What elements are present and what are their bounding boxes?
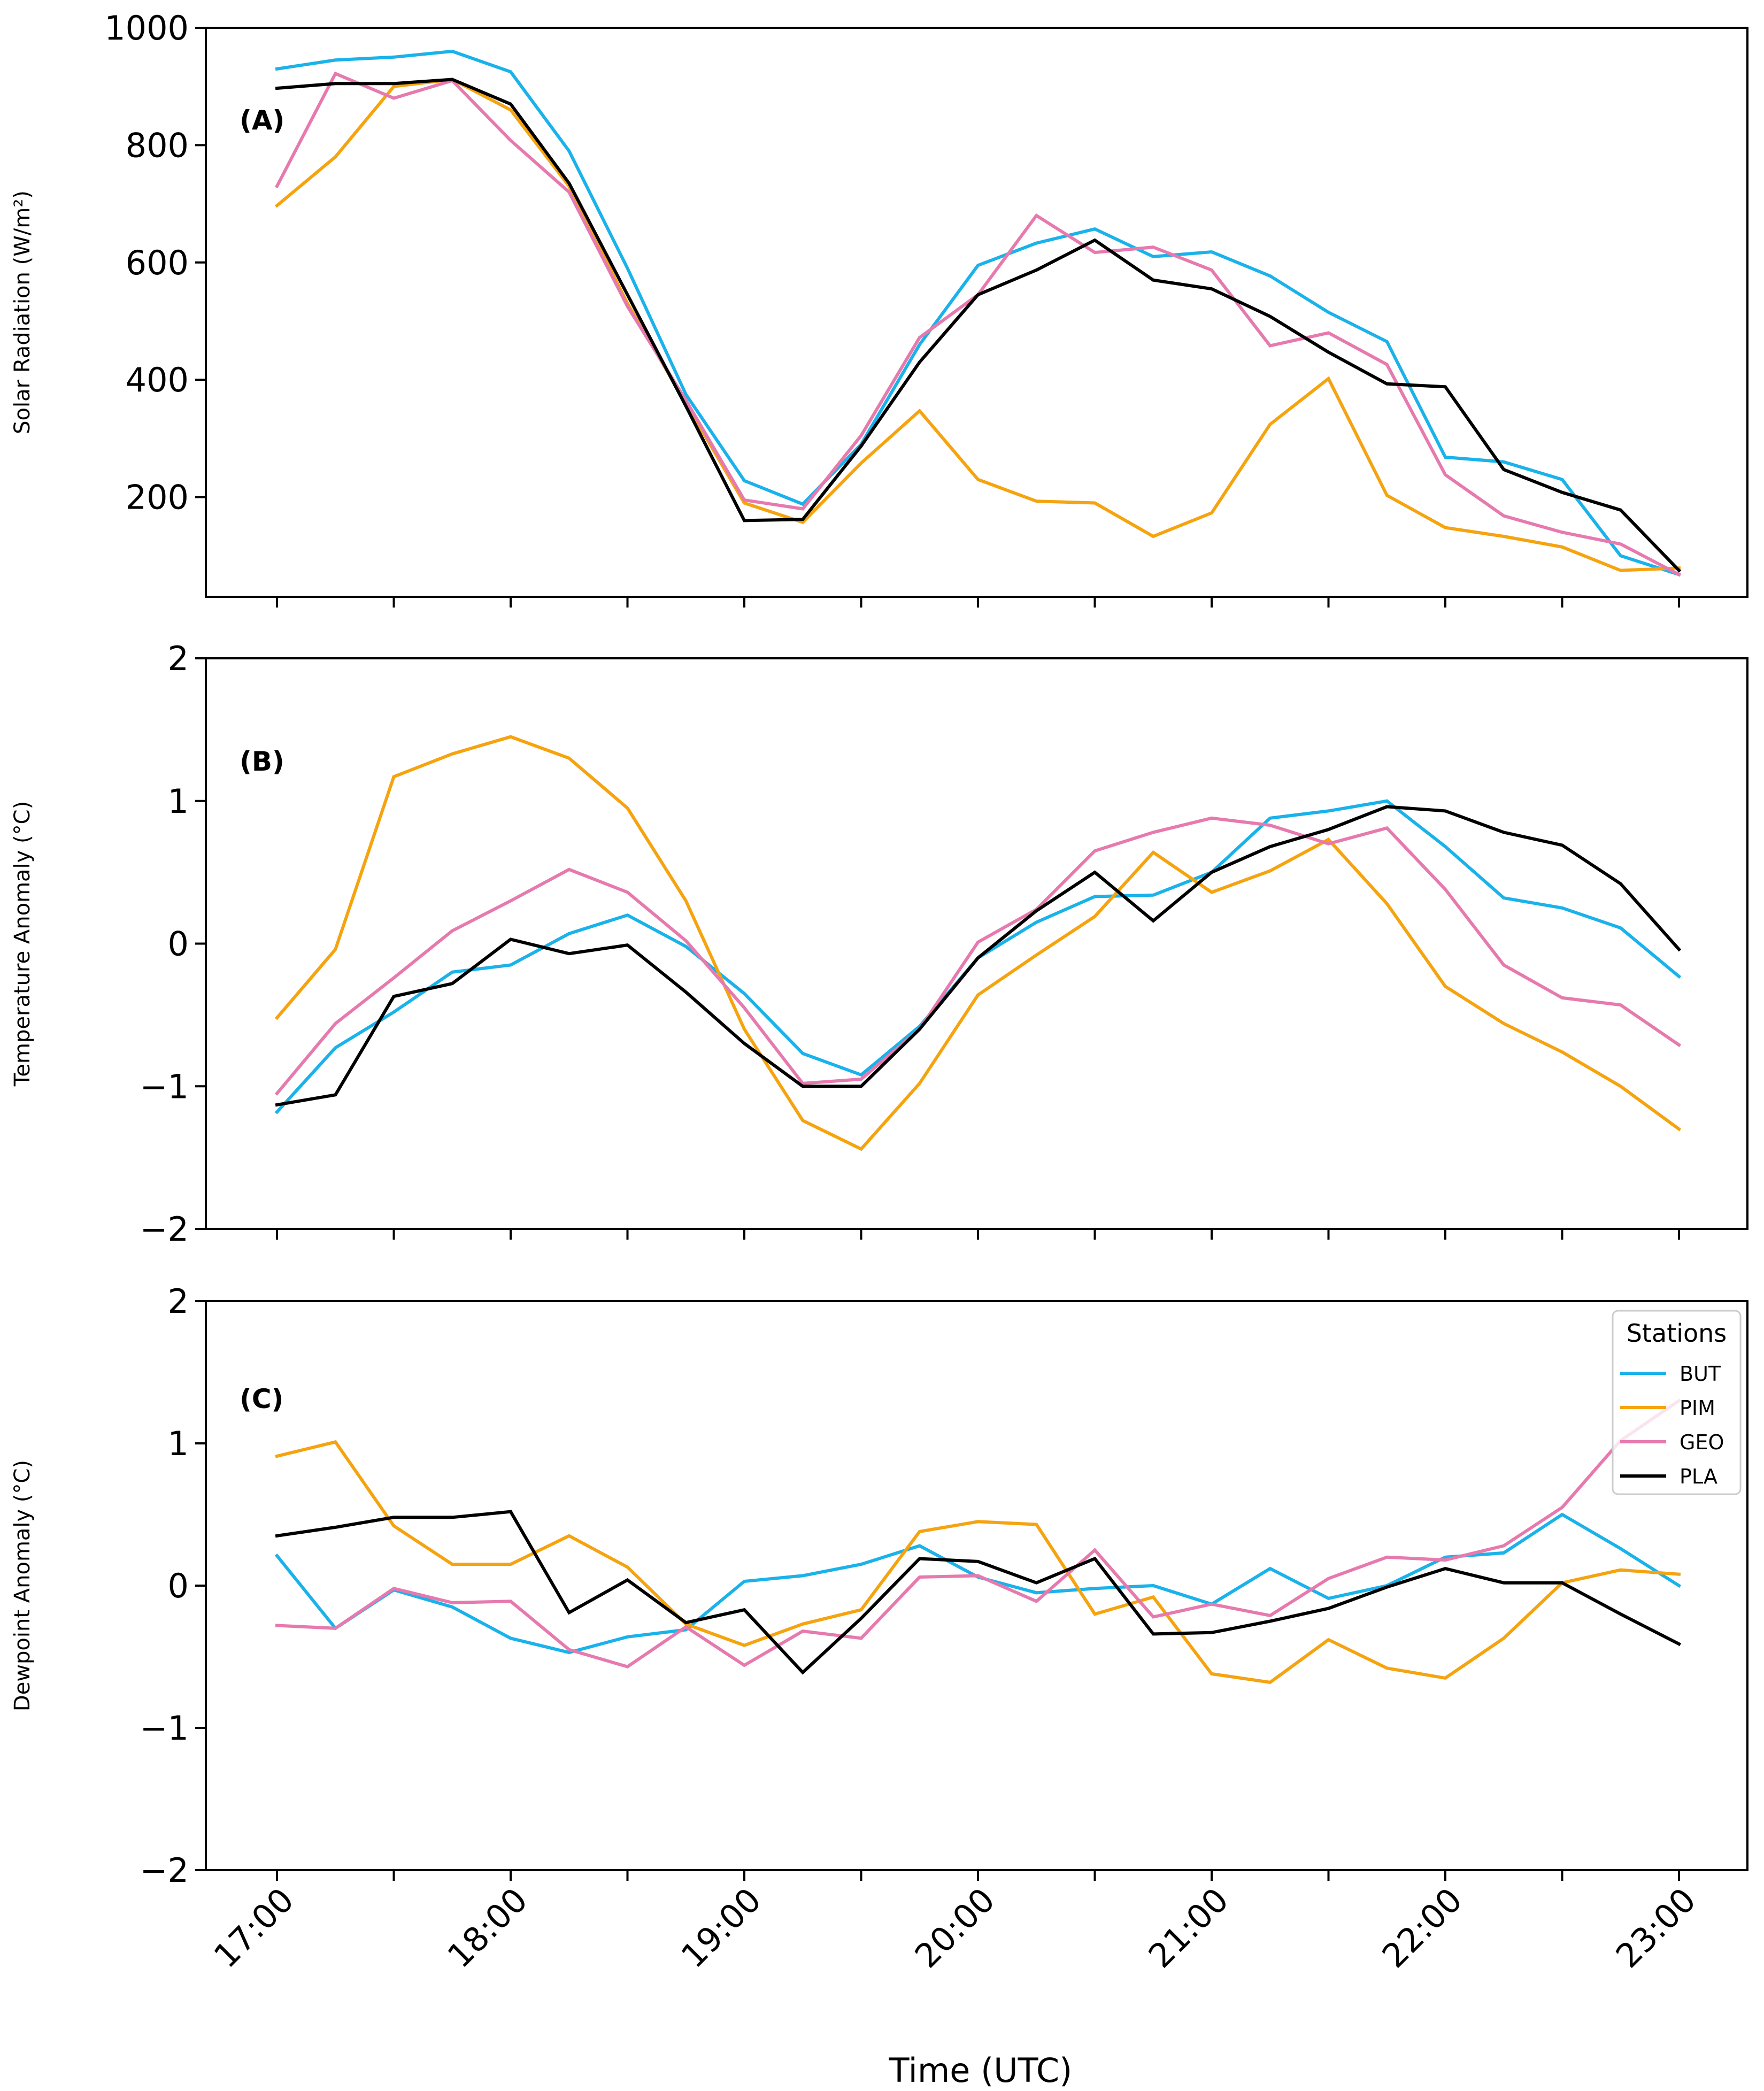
x-tick-label: 18:00 <box>440 1880 535 1975</box>
y-tick-label: 800 <box>126 126 189 165</box>
x-tick-label: 21:00 <box>1141 1880 1236 1975</box>
y-tick-label: 400 <box>126 360 189 399</box>
series-line-pla <box>275 1510 1682 1675</box>
y-tick-label: 0 <box>168 925 189 964</box>
series-line-geo <box>274 71 1682 577</box>
y-tick-label: 2 <box>168 1282 189 1321</box>
panel-0: 200 400 600 800 1000 Solar Radiation (W/m²) (A… <box>10 9 1748 608</box>
series-line-pim <box>275 1440 1681 1685</box>
y-tick-label: 1 <box>168 1424 189 1463</box>
panel-label: (B) <box>240 746 284 777</box>
axes-frame <box>205 1300 1748 1871</box>
y-tick-label: 600 <box>126 243 189 282</box>
panel-label: (A) <box>240 105 284 136</box>
legend-entry: PLA <box>1680 1465 1717 1488</box>
series-line-geo <box>275 1398 1682 1669</box>
y-tick-label: 200 <box>126 478 189 517</box>
series-line-but <box>275 49 1681 577</box>
series-group <box>274 1398 1682 1685</box>
x-axis-label: Time (UTC) <box>889 2051 1073 2090</box>
y-tick-label: 2 <box>168 639 189 678</box>
legend-entry: BUT <box>1680 1362 1721 1386</box>
y-axis-label: Temperature Anomaly (°C) <box>10 801 35 1087</box>
series-line-pla <box>275 78 1682 573</box>
legend: Stations BUT PIM GEO PLA <box>1612 1310 1742 1495</box>
legend-entry: PIM <box>1680 1396 1715 1420</box>
y-tick-label: −1 <box>140 1067 189 1106</box>
x-tick-label: 22:00 <box>1375 1880 1470 1975</box>
panel-2: −2 −1 0 1 2 Dewpoint Anomaly (°C) (C) <box>10 1282 1748 1890</box>
series-group <box>274 735 1682 1151</box>
x-tick-label: 23:00 <box>1608 1880 1704 1975</box>
series-line-but <box>274 1512 1682 1655</box>
y-tick-label: 1 <box>168 782 189 821</box>
y-tick-label: −1 <box>140 1709 189 1748</box>
x-tick-label: 17:00 <box>206 1880 302 1975</box>
x-tick-label: 20:00 <box>907 1880 1003 1975</box>
axes-frame <box>205 27 1748 598</box>
legend-title: Stations <box>1627 1319 1727 1348</box>
y-tick-label: −2 <box>140 1210 189 1249</box>
panel-1: −2 −1 0 1 2 Temperature Anomaly (°C) (B) <box>10 639 1748 1249</box>
y-axis-label: Dewpoint Anomaly (°C) <box>10 1460 35 1711</box>
y-tick-label: 1000 <box>104 9 189 48</box>
y-axis-label: Solar Radiation (W/m²) <box>10 190 35 434</box>
y-tick-label: −2 <box>140 1851 189 1890</box>
series-line-geo <box>274 816 1682 1096</box>
y-tick-label: 0 <box>168 1566 189 1605</box>
series-line-pim <box>274 78 1681 572</box>
panel-label: (C) <box>240 1383 283 1414</box>
legend-box <box>1612 1310 1742 1495</box>
x-tick-label: 19:00 <box>674 1880 769 1975</box>
series-line-pim <box>274 735 1682 1151</box>
series-line-pla <box>275 805 1682 1107</box>
series-group <box>274 49 1682 577</box>
legend-entry: GEO <box>1680 1431 1724 1454</box>
